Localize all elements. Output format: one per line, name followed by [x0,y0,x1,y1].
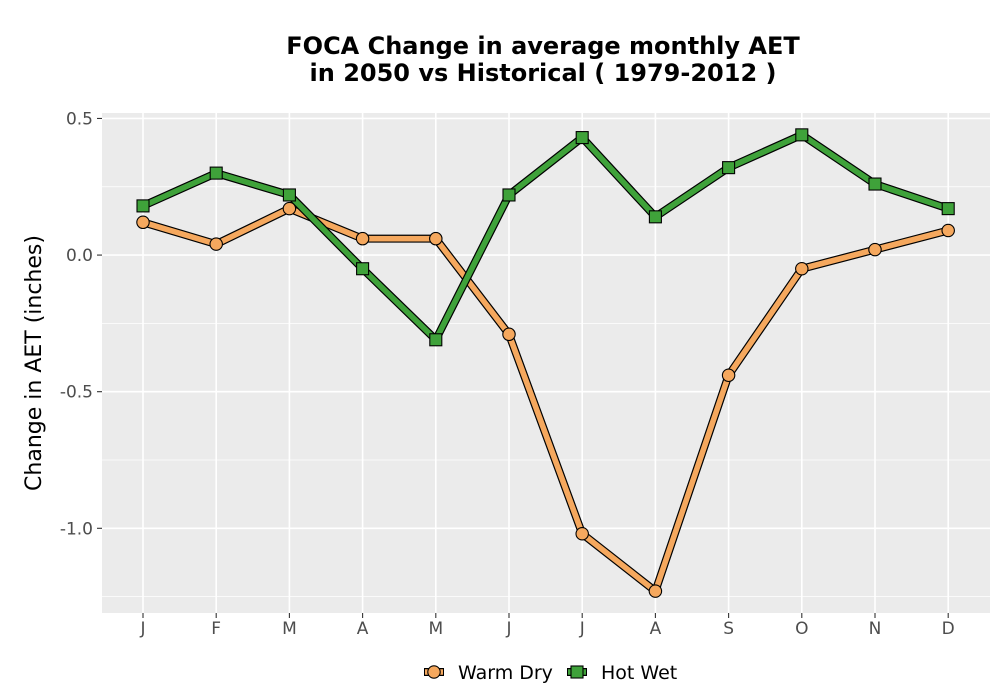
series-line [142,205,949,596]
data-point [136,199,150,213]
chart-title-line-1: FOCA Change in average monthly AET [286,32,800,60]
y-axis-label: Change in AET (inches) [22,235,47,491]
y-tick-label: 0.5 [66,109,93,129]
data-point [282,201,297,216]
data-point [502,188,516,202]
data-point [941,223,955,238]
y-tick-label: -0.5 [60,383,93,403]
data-point [868,177,882,191]
data-point [429,231,443,246]
y-tick-label: -1.0 [60,519,93,539]
data-point [209,237,223,251]
data-point [648,210,662,224]
legend-label: Hot Wet [601,662,677,684]
x-tick-label: M [428,619,443,639]
data-point [282,188,296,202]
data-point [721,368,736,383]
x-tick-label: F [211,619,221,639]
x-tick-label: J [139,619,145,639]
x-tick-label: O [795,619,808,639]
data-point [136,215,150,230]
x-tick-label: S [723,619,734,639]
data-point [795,261,809,276]
data-point [502,327,516,342]
data-point [868,242,882,257]
data-point [722,161,736,175]
x-tick-label: D [942,619,955,639]
x-tick-label: N [869,619,882,639]
grid-minor [102,186,990,598]
data-point [648,584,663,598]
legend: Warm Dry Hot Wet [424,662,677,684]
legend-label: Warm Dry [458,662,553,684]
series-lines [141,130,950,598]
chart-title-line-2: in 2050 vs Historical ( 1979-2012 ) [310,59,777,87]
x-tick-label: M [282,619,297,639]
data-point [355,231,370,246]
x-tick-label: A [650,619,662,639]
y-tick-label: 0.0 [66,246,93,266]
legend-key-marker [570,665,584,679]
data-point [941,202,955,216]
legend-key-marker [427,665,441,679]
data-point [356,262,370,276]
data-point [429,333,443,347]
data-point [209,166,223,180]
x-tick-label: J [579,619,585,639]
x-tick-label: J [505,619,511,639]
plot-panel [102,113,990,613]
data-point [575,527,589,541]
data-point [795,128,809,142]
series-points [136,128,955,598]
y-axis-ticks: 0.5 0.0 -0.5 -1.0 [60,109,102,539]
series-line [141,131,950,345]
x-tick-label: A [357,619,369,639]
data-point [575,131,589,145]
